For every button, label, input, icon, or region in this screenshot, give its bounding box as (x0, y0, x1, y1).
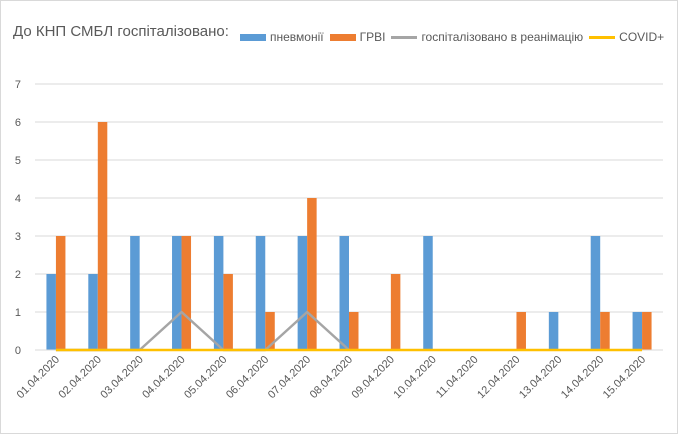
x-tick-label: 08.04.2020 (308, 354, 355, 401)
y-tick-label: 6 (15, 117, 21, 129)
x-tick-label: 02.04.2020 (57, 354, 104, 401)
bar-pneumonia (423, 236, 433, 350)
bar-pneumonia (590, 236, 601, 350)
bar-pneumonia (339, 236, 349, 350)
y-tick-label: 7 (15, 79, 21, 91)
legend-item-icu: госпіталізовано в реанімацію (391, 30, 583, 44)
x-tick-label: 13.04.2020 (517, 354, 564, 401)
legend-item-grvi: ГРВІ (329, 30, 386, 44)
legend-swatch-pneumonia (240, 33, 266, 41)
bar-grvi (223, 274, 233, 350)
legend-label-covid: COVID+ (619, 30, 665, 44)
legend-swatch-covid (589, 35, 616, 39)
bar-pneumonia (213, 236, 224, 350)
y-tick-label: 3 (15, 231, 21, 243)
bar-pneumonia (46, 274, 56, 350)
y-tick-label: 1 (15, 307, 21, 319)
bar-grvi (642, 312, 652, 350)
bar-grvi (349, 312, 359, 350)
y-tick-label: 4 (15, 193, 21, 205)
legend-item-pneumonia: пневмонії (240, 30, 324, 44)
bar-grvi (390, 274, 401, 350)
legend-swatch-grvi (329, 33, 356, 41)
bar-grvi (181, 236, 192, 350)
x-tick-label: 15.04.2020 (601, 354, 648, 401)
x-tick-label: 01.04.2020 (15, 354, 62, 401)
bar-pneumonia (297, 236, 308, 350)
bar-pneumonia (130, 236, 140, 350)
x-tick-label: 07.04.2020 (266, 354, 313, 401)
legend-label-icu: госпіталізовано в реанімацію (421, 30, 584, 44)
bar-grvi (55, 236, 66, 350)
chart-title: До КНП СМБЛ госпіталізовано: (13, 23, 229, 40)
x-tick-label: 05.04.2020 (182, 354, 229, 401)
x-tick-label: 04.04.2020 (140, 354, 187, 401)
bar-grvi (97, 122, 108, 350)
bar-pneumonia (548, 312, 559, 350)
x-tick-label: 03.04.2020 (98, 354, 145, 401)
bar-grvi (307, 198, 317, 350)
bar-grvi (265, 312, 275, 350)
legend-label-pneumonia: пневмонії (270, 30, 324, 44)
x-tick-label: 12.04.2020 (475, 354, 522, 401)
x-tick-label: 14.04.2020 (559, 354, 606, 401)
x-tick-label: 10.04.2020 (391, 354, 438, 401)
bar-pneumonia (88, 274, 98, 350)
x-tick-label: 11.04.2020 (434, 354, 481, 401)
y-tick-label: 0 (15, 345, 21, 357)
legend-item-covid: COVID+ (589, 30, 664, 44)
bar-grvi (516, 312, 526, 350)
bar-pneumonia (632, 312, 643, 350)
legend-swatch-icu (391, 35, 418, 39)
bar-pneumonia (172, 236, 182, 350)
legend-label-grvi: ГРВІ (359, 30, 386, 44)
legend: пневмонії ГРВІ госпіталізовано в реаніма… (240, 30, 670, 44)
x-tick-label: 09.04.2020 (350, 354, 397, 401)
bar-pneumonia (255, 236, 266, 350)
bar-grvi (600, 312, 610, 350)
x-tick-label: 06.04.2020 (224, 354, 271, 401)
y-tick-label: 5 (15, 155, 21, 167)
y-tick-label: 2 (15, 269, 21, 281)
